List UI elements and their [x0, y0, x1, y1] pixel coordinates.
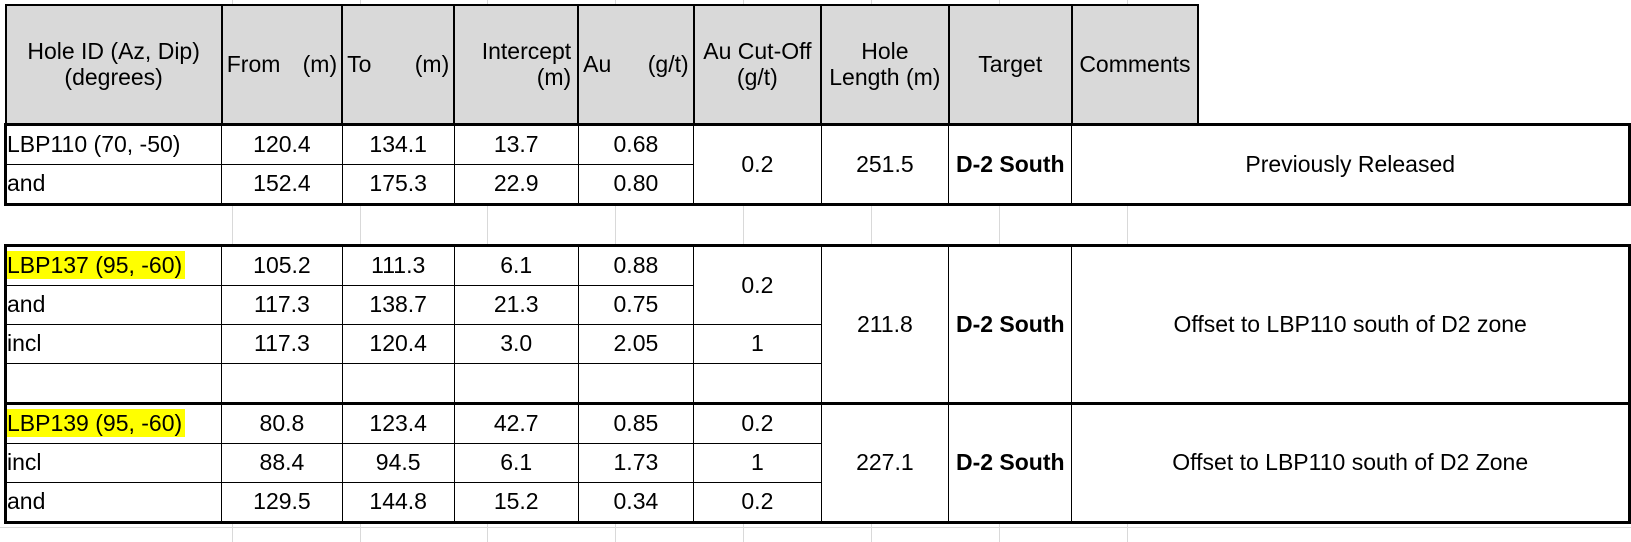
cutoff-cell: 0.2: [693, 123, 822, 206]
from-cell: 80.8: [221, 402, 343, 444]
to-cell: 94.5: [341, 443, 455, 483]
au-cell: 0.34: [577, 482, 695, 524]
comment-cell: Offset to LBP110 south of D2 zone: [1071, 244, 1631, 404]
comment-cell: Previously Released: [1071, 123, 1631, 206]
table-row: and 152.4 175.3 22.9 0.80: [3, 164, 1630, 206]
spacer-row: [6, 205, 1630, 246]
intercept-cell: 13.7: [453, 123, 579, 165]
empty-cell: [221, 363, 343, 405]
table-row: and 129.5 144.8 15.2 0.34 0.2: [3, 482, 1630, 524]
hole-id-cell: and: [3, 285, 223, 325]
table-row: LBP137 (95, -60) 105.2 111.3 6.1 0.88 0.…: [3, 244, 1631, 404]
table-row: incl 117.3 120.4 3.0 2.05 1: [3, 324, 1630, 364]
intercept-cell: 3.0: [453, 324, 579, 364]
from-cell: 117.3: [221, 324, 343, 364]
table-row: LBP139 (95, -60) 80.8 123.4 42.7 0.85 0.…: [3, 402, 1631, 524]
au-cell: 0.68: [577, 123, 695, 165]
intercept-cell: 15.2: [453, 482, 579, 524]
from-cell: 152.4: [221, 164, 343, 206]
header-hole-length-text: Hole Length (m): [829, 38, 941, 90]
header-from-label: From: [226, 50, 281, 77]
header-target: Target: [947, 4, 1073, 126]
gridline: [0, 527, 1631, 528]
hole-id-cell: LBP137 (95, -60): [3, 244, 223, 286]
comment-cell: Offset to LBP110 south of D2 Zone: [1071, 402, 1631, 524]
hole-length-cell: 227.1: [820, 402, 950, 524]
to-cell: 138.7: [341, 285, 455, 325]
intercept-cell: 22.9: [453, 164, 579, 206]
empty-cell: [453, 363, 579, 405]
header-hole-length: Hole Length (m): [820, 4, 950, 126]
header-comments-text: Comments: [1079, 50, 1191, 77]
hole-id-cell: incl: [3, 443, 223, 483]
hole-id-cell: incl: [3, 324, 223, 364]
header-au-unit: (g/t): [647, 50, 689, 77]
header-from: From (m): [220, 4, 344, 126]
from-cell: 88.4: [221, 443, 343, 483]
cutoff-cell: 0.2: [693, 402, 822, 444]
hole-id-cell: and: [3, 164, 223, 206]
empty-cell: [577, 363, 695, 405]
hole-id-cell: LBP139 (95, -60): [3, 402, 223, 444]
header-row: Hole ID (Az, Dip) (degrees) From (m) To (m…: [4, 4, 1630, 126]
header-au-label: Au: [583, 50, 612, 77]
target-cell: D-2 South: [948, 244, 1073, 404]
target-cell: D-2 South: [948, 123, 1073, 206]
table-row-empty: [3, 363, 1630, 405]
header-au: Au (g/t): [577, 4, 695, 126]
au-cell: 1.73: [577, 443, 695, 483]
empty-cell: [693, 363, 822, 405]
header-comments: Comments: [1070, 4, 1199, 126]
header-hole-id: Hole ID (Az, Dip) (degrees): [4, 4, 223, 126]
hole-length-cell: 251.5: [820, 123, 950, 206]
header-to-label: To: [347, 50, 372, 77]
header-to: To (m): [341, 4, 456, 126]
au-cell: 0.85: [577, 402, 695, 444]
au-cell: 0.75: [577, 285, 695, 325]
cutoff-cell: 0.2: [693, 244, 822, 325]
to-cell: 111.3: [341, 244, 455, 286]
header-intercept-text: Intercept (m): [481, 38, 572, 90]
hole-id-highlight: LBP137 (95, -60): [8, 251, 186, 280]
header-cutoff: Au Cut-Off (g/t): [692, 4, 823, 126]
to-cell: 134.1: [341, 123, 455, 165]
hole-id-cell: and: [3, 482, 223, 524]
to-cell: 144.8: [341, 482, 455, 524]
header-hole-id-text: Hole ID (Az, Dip) (degrees): [27, 38, 200, 90]
empty-cell: [341, 363, 455, 405]
hole-length-cell: 211.8: [820, 244, 950, 404]
au-cell: 0.88: [577, 244, 695, 286]
hole-id-cell: LBP110 (70, -50): [3, 123, 223, 165]
intercept-cell: 6.1: [453, 443, 579, 483]
cutoff-cell: 0.2: [693, 482, 822, 524]
header-cutoff-text: Au Cut-Off (g/t): [703, 38, 812, 90]
table-row: LBP110 (70, -50) 120.4 134.1 13.7 0.68 0…: [3, 123, 1631, 206]
from-cell: 120.4: [221, 123, 343, 165]
from-cell: 129.5: [221, 482, 343, 524]
header-target-text: Target: [978, 50, 1043, 77]
from-cell: 105.2: [221, 244, 343, 286]
header-from-unit: (m): [302, 50, 338, 77]
to-cell: 120.4: [341, 324, 455, 364]
table-row: incl 88.4 94.5 6.1 1.73 1: [3, 443, 1630, 483]
empty-cell: [3, 363, 223, 405]
header-intercept: Intercept (m): [453, 4, 580, 126]
table-row: and 117.3 138.7 21.3 0.75: [3, 285, 1630, 325]
cutoff-cell: 1: [693, 443, 822, 483]
au-cell: 0.80: [577, 164, 695, 206]
intercept-cell: 42.7: [453, 402, 579, 444]
from-cell: 117.3: [221, 285, 343, 325]
drill-results-table: Hole ID (Az, Dip) (degrees) From (m) To (m…: [3, 4, 1631, 524]
to-cell: 175.3: [341, 164, 455, 206]
cutoff-cell: 1: [693, 324, 822, 364]
to-cell: 123.4: [341, 402, 455, 444]
hole-id-highlight: LBP139 (95, -60): [8, 409, 186, 438]
intercept-cell: 21.3: [453, 285, 579, 325]
header-to-unit: (m): [414, 50, 450, 77]
target-cell: D-2 South: [948, 402, 1073, 524]
au-cell: 2.05: [577, 324, 695, 364]
intercept-cell: 6.1: [453, 244, 579, 286]
